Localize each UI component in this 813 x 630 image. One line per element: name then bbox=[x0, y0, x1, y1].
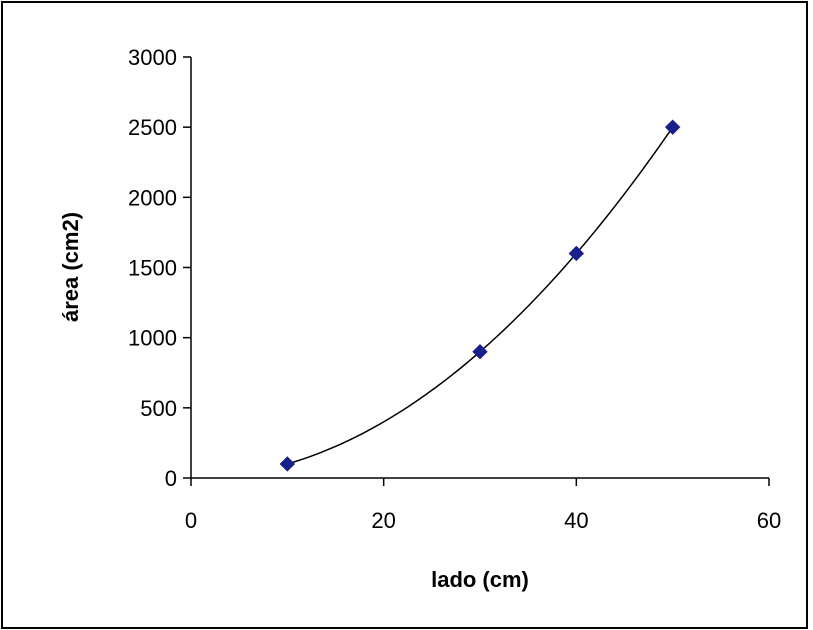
y-axis-title: área (cm2) bbox=[58, 212, 83, 322]
y-tick-label: 0 bbox=[165, 466, 177, 491]
x-tick-label: 40 bbox=[564, 508, 588, 533]
axes: 0 500 1000 1500 2000 2500 3000 0 20 40 60 bbox=[128, 45, 781, 533]
y-tick-label: 1500 bbox=[128, 256, 177, 281]
y-tick-label: 3000 bbox=[128, 45, 177, 70]
x-tick-label: 20 bbox=[371, 508, 395, 533]
y-tick-label: 500 bbox=[140, 396, 177, 421]
x-axis-title: lado (cm) bbox=[431, 567, 529, 592]
data-point bbox=[472, 343, 488, 360]
data-point bbox=[279, 456, 296, 472]
data-points bbox=[279, 119, 681, 472]
data-point bbox=[664, 119, 681, 135]
x-tick-label: 0 bbox=[185, 508, 197, 533]
y-tick-label: 2500 bbox=[128, 115, 177, 140]
y-tick-label: 1000 bbox=[128, 326, 177, 351]
x-tick-label: 60 bbox=[757, 508, 781, 533]
data-point bbox=[568, 245, 585, 262]
y-tick-label: 2000 bbox=[128, 185, 177, 210]
